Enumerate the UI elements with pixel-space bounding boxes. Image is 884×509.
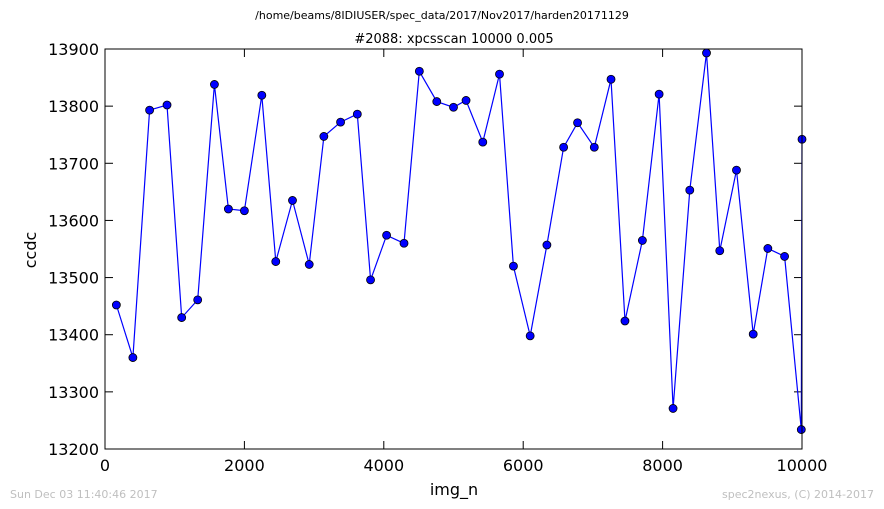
data-point <box>654 89 664 99</box>
data-point <box>559 142 569 152</box>
data-point <box>145 105 155 115</box>
data-point <box>780 252 789 261</box>
data-point <box>111 300 121 310</box>
data-point <box>525 331 535 341</box>
data-point <box>239 206 249 216</box>
credit-footer: spec2nexus, (C) 2014-2017 <box>722 488 874 501</box>
data-point <box>414 66 424 76</box>
y-tick-label: 13800 <box>48 97 99 116</box>
data-point <box>732 165 741 175</box>
data-point <box>748 329 758 339</box>
x-axis: 0 2000 4000 6000 8000 10000 <box>100 49 828 475</box>
y-tick-label: 13700 <box>48 154 99 173</box>
data-point <box>177 313 187 322</box>
data-point <box>637 236 647 245</box>
data-point <box>702 48 711 58</box>
data-point <box>162 100 172 110</box>
series-layer <box>111 48 807 434</box>
y-tick-label: 13300 <box>48 383 99 402</box>
x-axis-label: img_n <box>430 480 478 500</box>
data-point <box>288 196 297 205</box>
data-point <box>336 117 345 127</box>
data-point <box>382 230 391 240</box>
data-point <box>606 74 616 84</box>
plot-frame <box>104 48 803 450</box>
data-point <box>478 137 488 147</box>
data-point <box>257 90 267 100</box>
y-axis-label: ccdc <box>21 232 40 269</box>
file-path-title: /home/beams/8IDIUSER/spec_data/2017/Nov2… <box>255 9 629 22</box>
y-tick-label: 13900 <box>48 40 99 59</box>
data-point <box>399 238 409 248</box>
x-tick-label: 0 <box>100 456 110 475</box>
data-point <box>271 257 281 266</box>
x-tick-label: 6000 <box>503 456 544 475</box>
y-tick-label: 13400 <box>48 326 99 345</box>
series-line <box>115 52 803 430</box>
data-point <box>685 185 695 195</box>
data-point <box>449 102 458 112</box>
data-point <box>461 96 471 105</box>
y-tick-label: 13600 <box>48 211 99 230</box>
data-point <box>763 244 773 253</box>
x-tick-label: 2000 <box>224 456 265 475</box>
data-point <box>432 97 442 106</box>
data-point <box>366 275 375 285</box>
x-tick-label: 4000 <box>363 456 404 475</box>
chart-title: #2088: xpcsscan 10000 0.005 <box>354 32 553 47</box>
data-point <box>715 246 725 256</box>
data-point <box>509 261 518 271</box>
data-point <box>193 295 203 305</box>
y-tick-label: 13500 <box>48 269 99 288</box>
data-point <box>573 118 582 128</box>
data-point <box>668 404 678 413</box>
y-tick-label: 13200 <box>48 440 99 459</box>
data-point <box>319 132 329 141</box>
data-point <box>620 316 630 326</box>
data-point <box>304 260 314 269</box>
timestamp-footer: Sun Dec 03 11:40:46 2017 <box>10 488 158 501</box>
x-tick-label: 8000 <box>642 456 683 475</box>
y-axis: 13200 13300 13400 13500 13600 13700 13800 13900 <box>48 40 802 459</box>
data-point <box>542 240 552 250</box>
data-point <box>128 353 138 362</box>
data-point <box>223 204 233 214</box>
data-point <box>796 425 806 434</box>
data-point <box>210 80 219 89</box>
data-point <box>352 109 362 119</box>
data-point <box>589 142 599 152</box>
data-point <box>495 69 504 79</box>
x-tick-label: 10000 <box>777 456 828 475</box>
